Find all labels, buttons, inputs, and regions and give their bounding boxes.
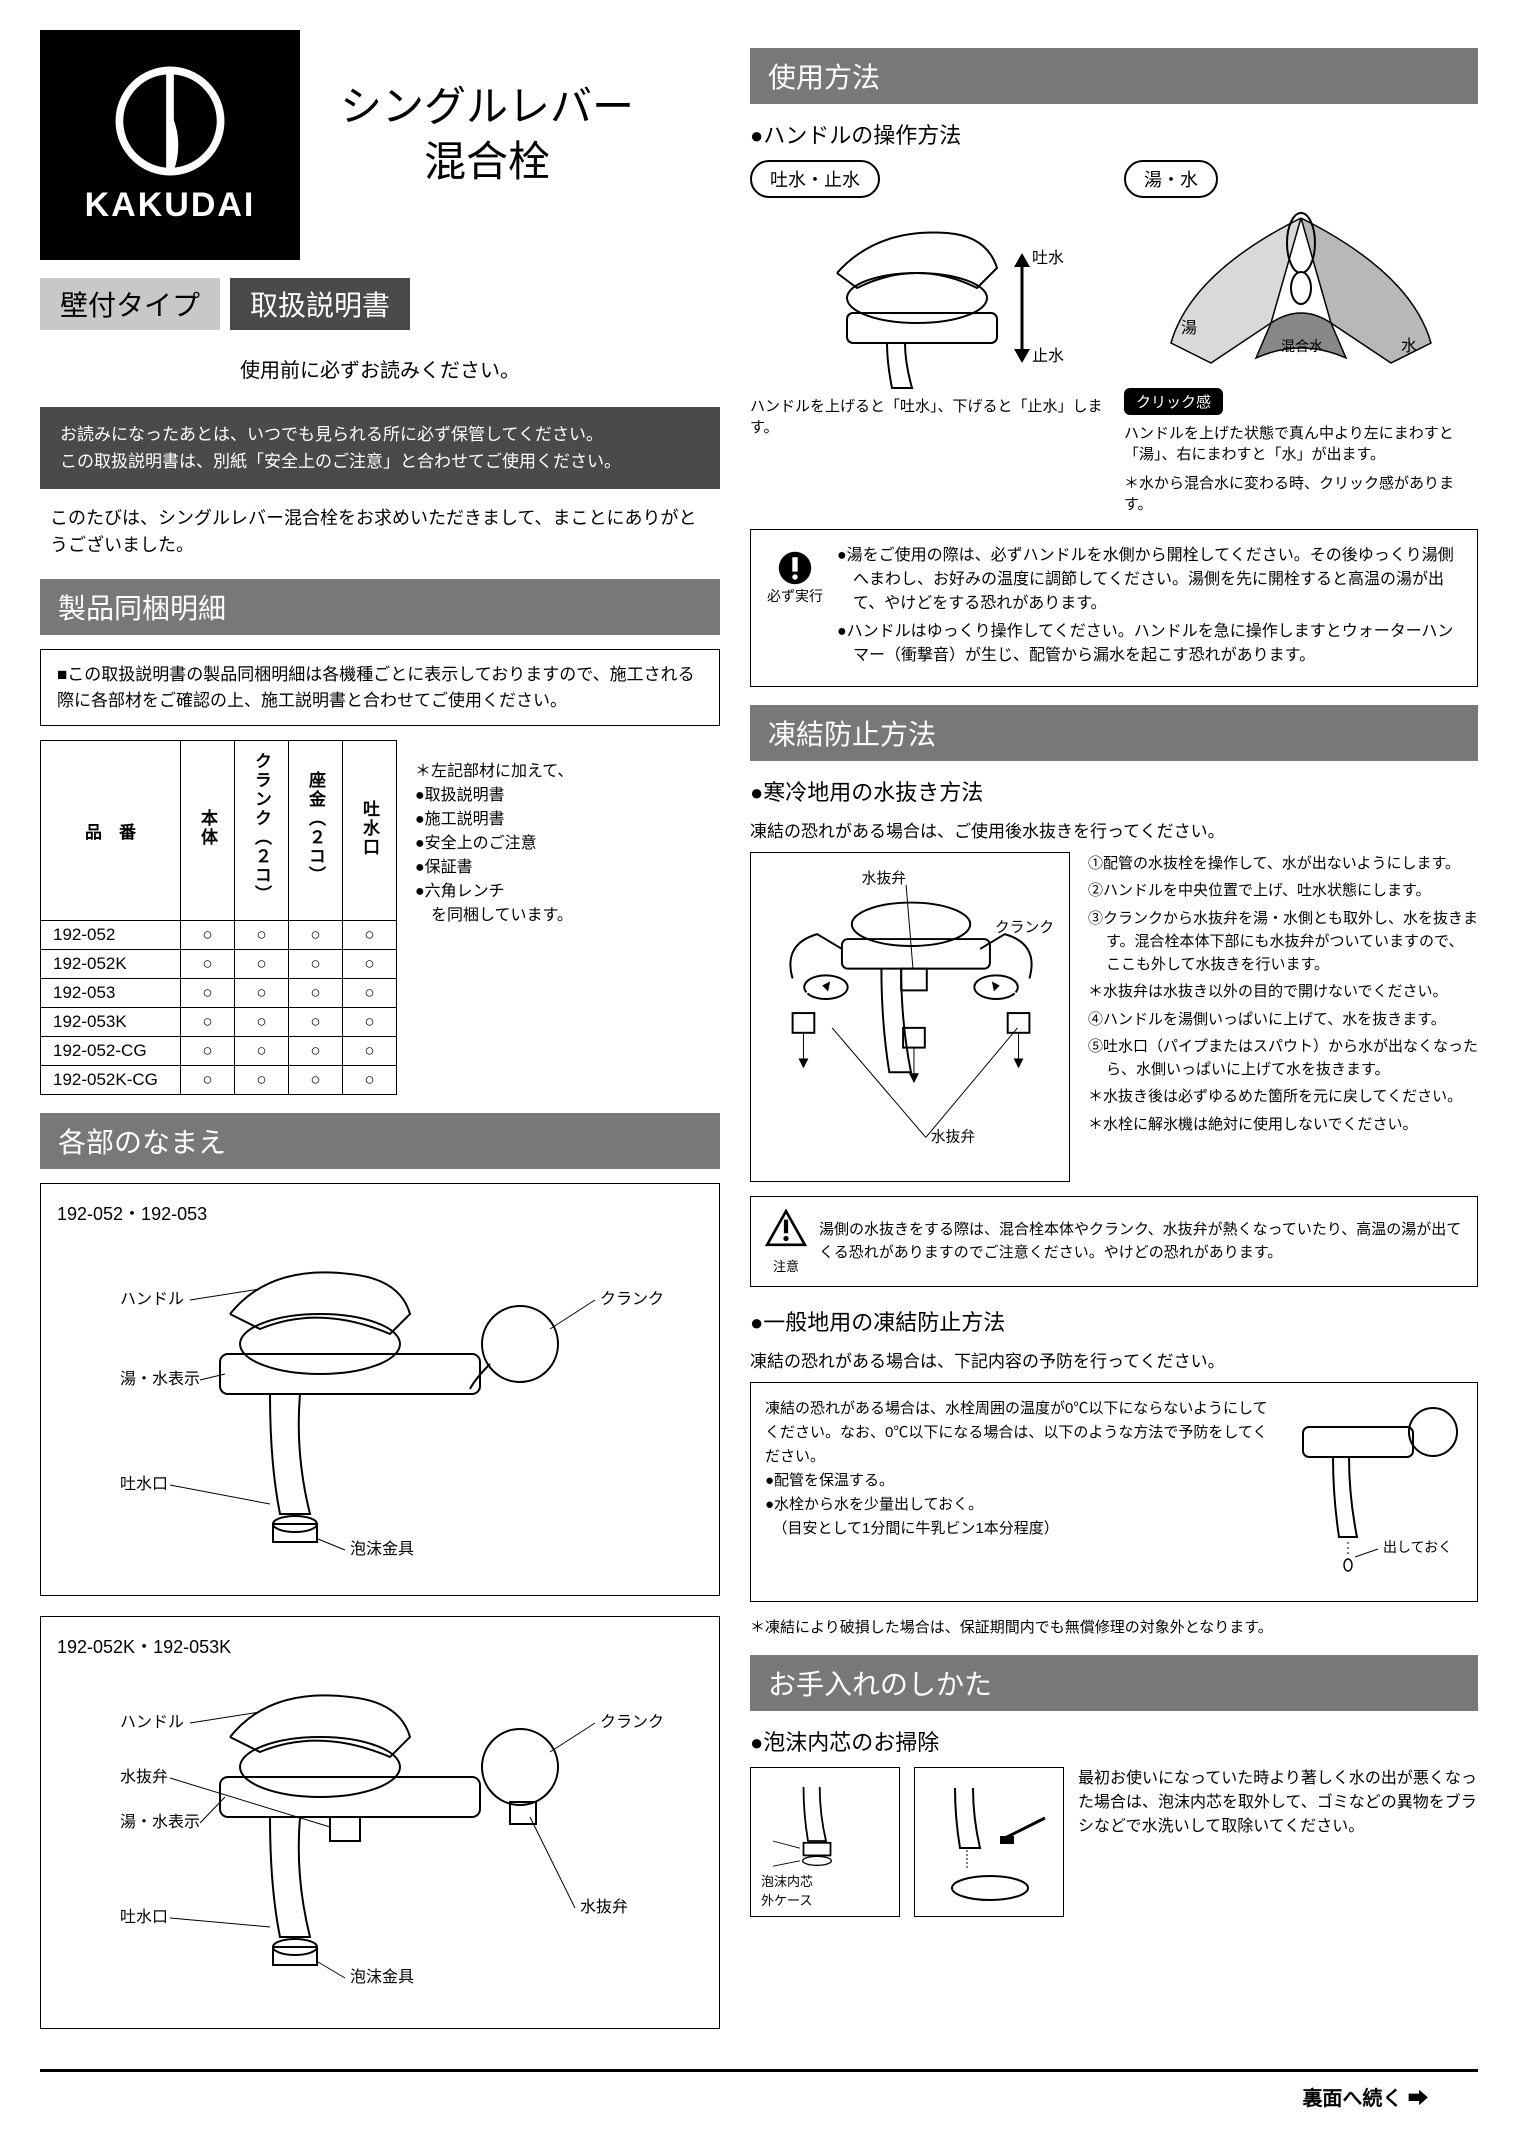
- section-freeze: 凍結防止方法: [750, 705, 1478, 761]
- usage-heading: ●ハンドルの操作方法: [750, 118, 1478, 150]
- usage-warning-box: 必ず実行 ●湯をご使用の際は、必ずハンドルを水側から開栓してください。その後ゆっ…: [750, 529, 1478, 687]
- section-parts: 製品同梱明細: [40, 579, 720, 635]
- pill-spout-stop: 吐水・止水: [750, 160, 880, 198]
- diagram-box-2: 192-052K・192-053K ハンドル 水抜弁 湯・水表示 吐水口: [40, 1616, 720, 2029]
- parts-table: 品 番 本体 クランク（２コ） 座金（２コ） 吐水口 192-052○○○○19…: [40, 740, 397, 1095]
- svg-text:ハンドル: ハンドル: [120, 1291, 184, 1308]
- pill-hot-cold: 湯・水: [1124, 160, 1218, 198]
- svg-text:吐水口: 吐水口: [120, 1908, 168, 1926]
- parts-note-box: ■この取扱説明書の製品同梱明細は各機種ごとに表示しておりますので、施工される際に…: [40, 649, 720, 726]
- badge-manual: 取扱説明書: [230, 278, 410, 330]
- svg-text:クランク: クランク: [600, 1713, 664, 1731]
- drip-diagram: 出しておく: [1293, 1397, 1463, 1587]
- thanks-text: このたびは、シングルレバー混合栓をお求めいただきまして、まことにありがとうござい…: [40, 505, 720, 559]
- svg-text:クランク: クランク: [995, 919, 1054, 936]
- freeze-caution-box: 注意 湯側の水抜きをする際は、混合栓本体やクランク、水抜弁が熱くなっていたり、高…: [750, 1196, 1478, 1287]
- freeze-diagram: 水抜弁 クランク 水抜弁: [750, 852, 1070, 1182]
- svg-text:止水: 止水: [1032, 347, 1064, 365]
- svg-text:泡沫金具: 泡沫金具: [350, 1540, 414, 1558]
- brand-logo-box: KAKUDAI: [40, 30, 300, 260]
- footer-continue: 裏面へ続く ➡: [40, 2069, 1478, 2141]
- section-care: お手入れのしかた: [750, 1655, 1478, 1711]
- svg-text:水抜弁: 水抜弁: [580, 1898, 628, 1916]
- svg-text:泡沫金具: 泡沫金具: [350, 1968, 414, 1986]
- svg-text:吐水: 吐水: [1032, 249, 1064, 267]
- badge-type: 壁付タイプ: [40, 278, 220, 330]
- general-prevention-box: 凍結の恐れがある場合は、水栓周囲の温度が0℃以下にならないようにしてください。な…: [750, 1382, 1478, 1602]
- clean-box-2: [914, 1767, 1064, 1917]
- parts-side-notes: ＊左記部材に加えて、 ●取扱説明書●施工説明書●安全上のご注意●保証書●六角レン…: [415, 760, 573, 928]
- op-right-diag: 湯 混合水 水: [1124, 208, 1478, 388]
- triangle-icon: [765, 1207, 807, 1249]
- svg-text:水抜弁: 水抜弁: [862, 870, 907, 887]
- svg-text:吐水口: 吐水口: [120, 1475, 168, 1493]
- exclaim-icon: [777, 550, 813, 586]
- svg-text:混合水: 混合水: [1281, 338, 1323, 354]
- clean-box-1: 泡沫内芯外ケース: [750, 1767, 900, 1917]
- product-title: シングルレバー 混合栓: [340, 80, 634, 189]
- op-left-diag: 吐水 止水: [750, 208, 1104, 388]
- storage-notice: お読みになったあとは、いつでも見られる所に必ず保管してください。 この取扱説明書…: [40, 407, 720, 489]
- svg-text:湯・水表示: 湯・水表示: [120, 1370, 200, 1388]
- faucet-diagram-1: ハンドル 湯・水表示 吐水口 クランク 泡沫金具: [57, 1234, 703, 1574]
- click-badge: クリック感: [1124, 388, 1223, 415]
- svg-text:クランク: クランク: [600, 1290, 664, 1308]
- svg-text:水: 水: [1401, 337, 1417, 355]
- diagram-box-1: 192-052・192-053 ハンドル 湯・水表示 吐水口: [40, 1183, 720, 1596]
- svg-text:水抜弁: 水抜弁: [931, 1128, 976, 1145]
- section-names: 各部のなまえ: [40, 1113, 720, 1169]
- svg-text:湯: 湯: [1181, 319, 1197, 337]
- section-usage: 使用方法: [750, 48, 1478, 104]
- kakudai-logo: [115, 66, 225, 176]
- svg-text:出しておく: 出しておく: [1383, 1539, 1452, 1555]
- read-first: 使用前に必ずお読みください。: [40, 354, 720, 383]
- brand-name: KAKUDAI: [85, 186, 256, 225]
- svg-text:ハンドル: ハンドル: [120, 1714, 184, 1731]
- faucet-diagram-2: ハンドル 水抜弁 湯・水表示 吐水口 クランク 水抜弁 泡沫金具: [57, 1667, 703, 2007]
- svg-text:湯・水表示: 湯・水表示: [120, 1813, 200, 1831]
- svg-text:水抜弁: 水抜弁: [120, 1768, 168, 1786]
